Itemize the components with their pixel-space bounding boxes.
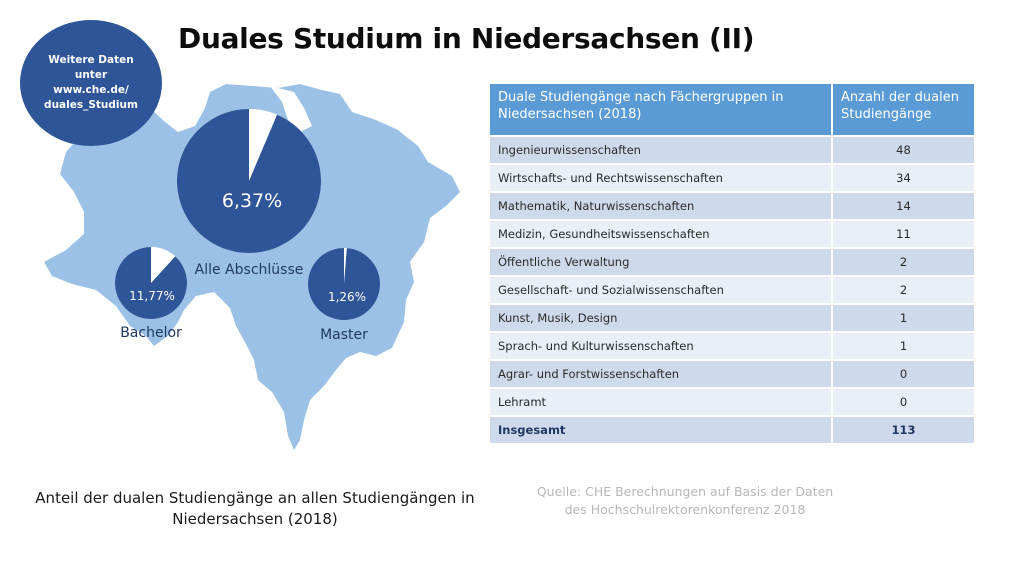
info-line-1: Weitere Daten	[48, 54, 134, 66]
table-row: Kunst, Musik, Design 1	[490, 304, 974, 333]
count-cell: 0	[831, 388, 974, 417]
pie-master: 1,26%	[307, 248, 380, 320]
table-row: Wirtschafts- und Rechtswissenschaften 34	[490, 164, 974, 193]
subject-cell: Ingenieurwissenschaften	[490, 136, 832, 165]
count-cell: 2	[831, 276, 974, 305]
map-bay-cutout	[270, 86, 312, 132]
table-row: Agrar- und Forstwissenschaften 0	[490, 360, 974, 389]
table-row: Medizin, Gesundheitswissenschaften 11	[490, 220, 974, 249]
subject-cell: Mathematik, Naturwissenschaften	[490, 192, 832, 221]
more-data-link-badge[interactable]: Weitere Daten unter www.che.de/ duales_S…	[20, 20, 162, 146]
total-count-cell: 113	[831, 416, 974, 445]
info-line-3: www.che.de/	[53, 84, 129, 96]
count-cell: 1	[831, 332, 974, 361]
table-total-row: Insgesamt 113	[490, 416, 974, 445]
table-row: Mathematik, Naturwissenschaften 14	[490, 192, 974, 221]
column-header-subject: Duale Studiengänge nach Fächergruppen in…	[490, 84, 832, 137]
subject-cell: Sprach- und Kulturwissenschaften	[490, 332, 832, 361]
pie-master-value-label: 1,26%	[328, 290, 366, 304]
pie-bachelor-share-slice	[151, 247, 176, 283]
pie-alle-value-label: 6,37%	[222, 190, 282, 212]
table-row: Lehramt 0	[490, 388, 974, 417]
map-chart: 6,37% Alle Abschlüsse 11,77% Bachelor 1,…	[44, 84, 460, 450]
count-cell: 14	[831, 192, 974, 221]
subject-cell: Lehramt	[490, 388, 832, 417]
table-body: Ingenieurwissenschaften 48 Wirtschafts- un…	[490, 136, 974, 445]
table-row: Öffentliche Verwaltung 2	[490, 248, 974, 277]
table-row: Gesellschaft- und Sozialwissenschaften 2	[490, 276, 974, 305]
niedersachsen-map-shape	[44, 84, 460, 450]
pie-bachelor-rest-slice	[114, 247, 187, 319]
info-line-4: duales_Studium	[44, 99, 138, 111]
pie-alle-title: Alle Abschlüsse	[195, 262, 304, 278]
total-label-cell: Insgesamt	[490, 416, 832, 445]
pie-alle-share-slice	[249, 109, 278, 181]
subject-cell: Wirtschafts- und Rechtswissenschaften	[490, 164, 832, 193]
subject-cell: Agrar- und Forstwissenschaften	[490, 360, 832, 389]
pie-master-rest-slice	[307, 248, 380, 320]
column-header-count: Anzahl der dualen Studiengänge	[831, 84, 974, 137]
subject-cell: Öffentliche Verwaltung	[490, 248, 832, 277]
table-row: Sprach- und Kulturwissenschaften 1	[490, 332, 974, 361]
pie-master-title: Master	[320, 327, 368, 343]
count-cell: 2	[831, 248, 974, 277]
pie-bachelor: 11,77%	[114, 247, 187, 319]
info-line-2: unter	[74, 69, 108, 81]
pie-alle-abschluesse: 6,37%	[177, 109, 321, 254]
pie-bachelor-title: Bachelor	[120, 325, 182, 341]
table-row: Ingenieurwissenschaften 48	[490, 136, 974, 165]
source-line-1: Quelle: CHE Berechnungen auf Basis der D…	[536, 484, 834, 499]
studies-by-subject-table: Duale Studiengänge nach Fächergruppen in…	[490, 84, 974, 445]
page-title: Duales Studium in Niedersachsen (II)	[178, 22, 755, 55]
count-cell: 34	[831, 164, 974, 193]
source-note: Quelle: CHE Berechnungen auf Basis der D…	[510, 483, 860, 519]
pie-master-share-slice	[344, 248, 347, 284]
count-cell: 11	[831, 220, 974, 249]
subject-cell: Medizin, Gesundheitswissenschaften	[490, 220, 832, 249]
subject-cell: Gesellschaft- und Sozialwissenschaften	[490, 276, 832, 305]
subject-cell: Kunst, Musik, Design	[490, 304, 832, 333]
pie-bachelor-value-label: 11,77%	[129, 289, 175, 303]
table-header-row: Duale Studiengänge nach Fächergruppen in…	[490, 84, 974, 137]
count-cell: 1	[831, 304, 974, 333]
chart-caption: Anteil der dualen Studiengänge an allen …	[20, 488, 490, 530]
pie-alle-rest-slice	[177, 109, 321, 254]
source-line-2: des Hochschulrektorenkonferenz 2018	[564, 502, 806, 517]
count-cell: 0	[831, 360, 974, 389]
caption-line-1: Anteil der dualen Studiengänge an allen …	[35, 489, 475, 507]
caption-line-2: Niedersachsen (2018)	[172, 510, 338, 528]
count-cell: 48	[831, 136, 974, 165]
